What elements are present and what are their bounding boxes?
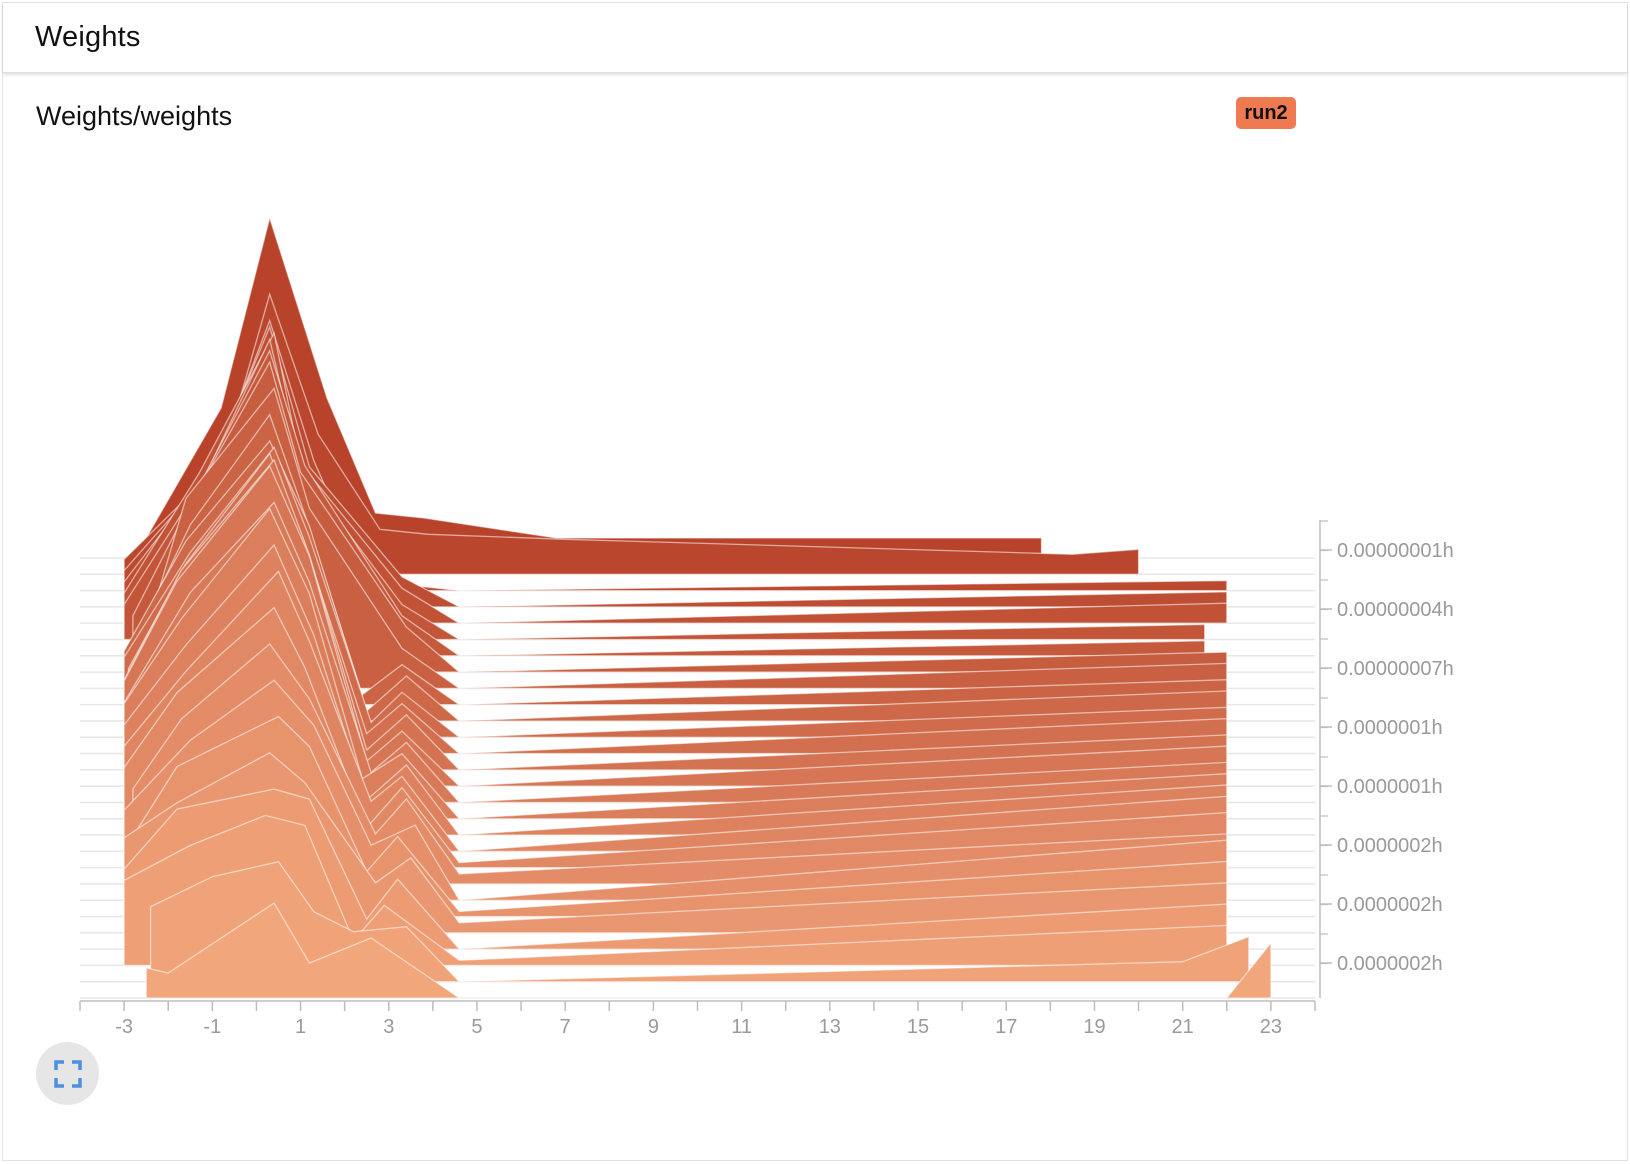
y-tick-label: 0.0000002h — [1337, 953, 1443, 975]
x-tick-label: 11 — [731, 1016, 752, 1038]
plot-title: Weights/weights — [36, 101, 233, 131]
x-tick-label: 23 — [1260, 1016, 1282, 1038]
card-header: Weights — [3, 3, 1627, 73]
x-tick-label: 1 — [295, 1016, 306, 1038]
y-tick-label: 0.0000001h — [1337, 776, 1443, 798]
fullscreen-icon — [53, 1059, 82, 1088]
x-axis: -3 -1 1 3 5 7 9 11 13 15 17 19 21 23 — [79, 1000, 1316, 1038]
x-tick-label: 5 — [471, 1016, 482, 1038]
fullscreen-button[interactable] — [36, 1042, 99, 1105]
x-tick-label: 17 — [995, 1016, 1017, 1038]
x-tick-label: 3 — [383, 1016, 394, 1038]
x-tick-label: 19 — [1083, 1016, 1105, 1038]
y-tick-label: 0.0000002h — [1337, 835, 1443, 857]
y-tick-label: 0.00000004h — [1337, 599, 1454, 621]
y-tick-label: 0.00000001h — [1337, 540, 1454, 562]
card-title: Weights — [35, 21, 141, 53]
x-tick-label: 7 — [560, 1016, 571, 1038]
y-tick-label: 0.0000001h — [1337, 717, 1443, 739]
run-badge[interactable]: run2 — [1236, 97, 1296, 129]
x-tick-label: 13 — [819, 1016, 841, 1038]
x-tick-label: 15 — [907, 1016, 929, 1038]
histogram-slice — [149, 860, 1250, 983]
y-tick-label: 0.0000002h — [1337, 894, 1443, 916]
x-tick-label: 9 — [648, 1016, 659, 1038]
y-tick-label: 0.00000007h — [1337, 658, 1454, 680]
histogram-chart: -3 -1 1 3 5 7 9 11 13 15 17 19 21 230.00000001h0.0000… — [79, 215, 1454, 1038]
x-tick-label: 21 — [1172, 1016, 1194, 1038]
histogram-slice — [123, 788, 1228, 950]
histogram-slice — [145, 902, 1272, 999]
histogram-slices — [123, 215, 1272, 999]
x-tick-label: -1 — [203, 1016, 221, 1038]
x-tick-label: -3 — [115, 1016, 133, 1038]
y-axis: 0.00000001h 0.00000004h 0.00000007h 0.00000… — [1319, 520, 1454, 998]
